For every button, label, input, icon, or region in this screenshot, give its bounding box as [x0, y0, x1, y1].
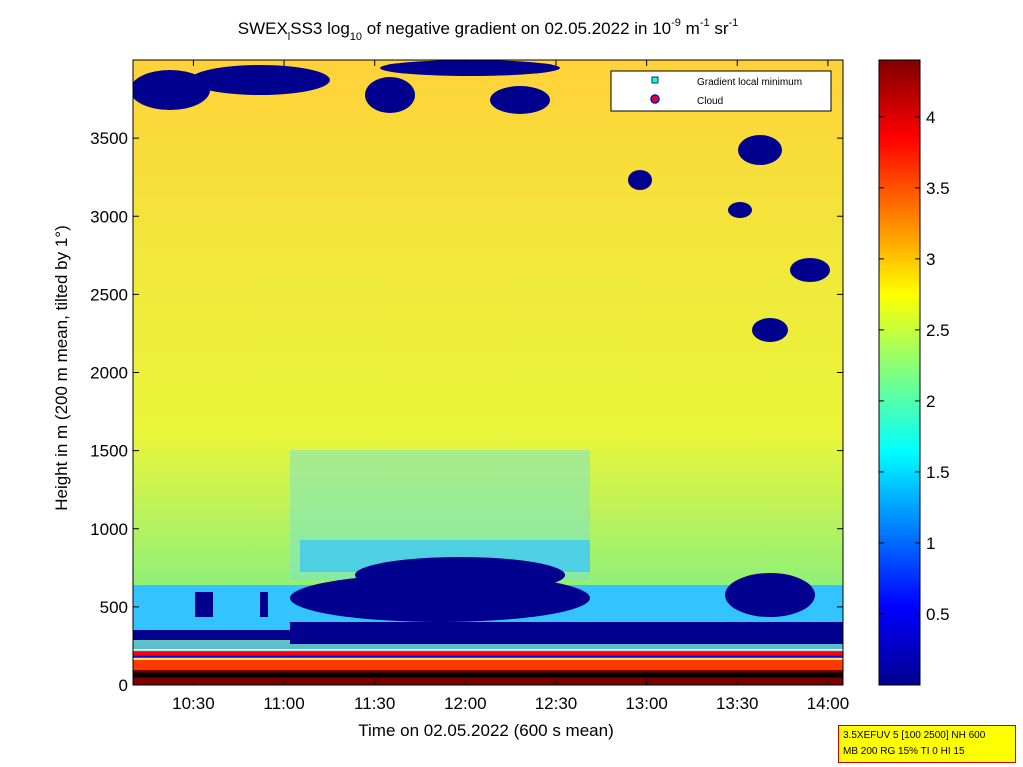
legend-label-gradient-minimum: Gradient local minimum: [697, 77, 802, 88]
colorbar-tick-label-1: 1: [926, 534, 935, 553]
heatmap-features: [133, 60, 843, 685]
heatmap-top-blob-10: [728, 202, 752, 218]
heatmap-dark-blob-3: [725, 573, 815, 617]
legend-marker-cloud: [650, 94, 660, 104]
x-tick-label-6: 13:30: [716, 694, 759, 713]
y-tick-label-1: 500: [100, 598, 128, 617]
chart-title: SWEXlSS3 log10 of negative gradient on 0…: [238, 17, 739, 43]
colorbar-tick-label-6: 3.5: [926, 179, 950, 198]
x-tick-label-3: 12:00: [444, 694, 487, 713]
heatmap-dark-column-2: [260, 592, 268, 617]
x-axis: 10:30 11:00 11:30 12:00 12:30 13:00 13:30 14:00: [172, 60, 849, 713]
heatmap-top-blob-7: [790, 258, 830, 282]
colorbar-tick-label-7: 4: [926, 108, 935, 127]
info-box: 3.5XEFUV 5 [100 2500] NH 600 MB 200 RG 1…: [838, 725, 1016, 763]
colorbar: 0.5 1 1.5 2 2.5 3 3.5 4: [878, 59, 950, 686]
legend-marker-gradient-minimum: [651, 76, 659, 84]
heatmap-top-blob-6: [738, 135, 782, 165]
heatmap-dark-column-1: [195, 592, 213, 617]
colorbar-tick-label-0: 0.5: [926, 605, 950, 624]
y-tick-label-0: 0: [119, 676, 128, 695]
y-axis: 0 500 1000 1500 2000 2500 3000 3500: [90, 129, 843, 695]
x-tick-label-1: 11:00: [263, 694, 304, 713]
heatmap-plot-area: [133, 60, 843, 685]
x-tick-label-5: 13:00: [625, 694, 668, 713]
heatmap-ground-red: [133, 660, 843, 670]
colorbar-ticks: 0.5 1 1.5 2 2.5 3 3.5 4: [879, 108, 950, 624]
legend-label-cloud: Cloud: [697, 96, 723, 107]
colorbar-tick-label-2: 1.5: [926, 463, 950, 482]
heatmap-top-blob-3: [365, 77, 415, 113]
x-tick-label-4: 12:30: [535, 694, 578, 713]
y-axis-label: Height in m (200 m mean, tilted by 1°): [52, 225, 71, 511]
heatmap-top-blob-2: [190, 65, 330, 95]
colorbar-tick-label-3: 2: [926, 392, 935, 411]
heatmap-top-blob-5: [380, 60, 560, 76]
x-tick-label-0: 10:30: [172, 694, 215, 713]
x-tick-label-2: 11:30: [354, 694, 395, 713]
heatmap-dark-layer-left: [133, 630, 293, 640]
y-tick-label-6: 3000: [90, 207, 128, 226]
y-tick-label-4: 2000: [90, 364, 128, 383]
heatmap-dark-blob-2: [355, 557, 565, 593]
info-line-2: MB 200 RG 15% TI 0 HI 15: [843, 746, 965, 757]
legend: Gradient local minimum Cloud: [610, 70, 832, 112]
colorbar-tick-label-5: 3: [926, 250, 935, 269]
heatmap-dark-layer: [290, 622, 843, 644]
legend-box: [610, 70, 832, 112]
y-tick-label-2: 1000: [90, 520, 128, 539]
heatmap-top-blob-4: [490, 86, 550, 114]
heatmap-top-blob-9: [628, 170, 652, 190]
colorbar-tick-label-4: 2.5: [926, 321, 950, 340]
x-axis-label: Time on 02.05.2022 (600 s mean): [358, 721, 613, 740]
y-tick-label-3: 1500: [90, 442, 128, 461]
colorbar-gradient: [878, 59, 921, 686]
info-line-1: 3.5XEFUV 5 [100 2500] NH 600: [843, 730, 986, 741]
heatmap-top-blob-8: [752, 318, 788, 342]
y-tick-label-5: 2500: [90, 285, 128, 304]
y-tick-label-7: 3500: [90, 129, 128, 148]
x-tick-label-7: 14:00: [807, 694, 850, 713]
